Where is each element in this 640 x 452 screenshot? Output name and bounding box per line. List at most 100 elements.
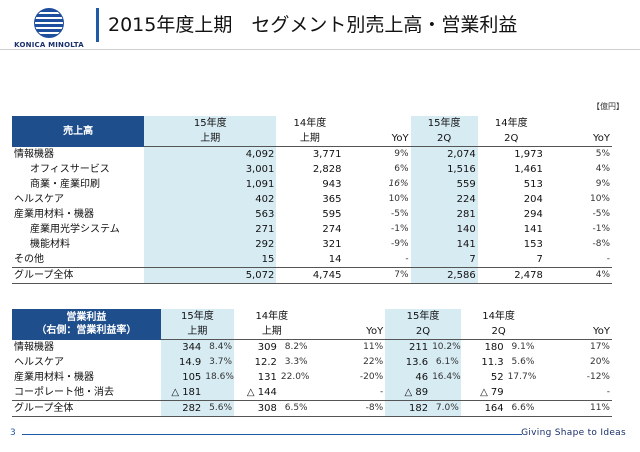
value-cell: 14.9 bbox=[160, 355, 204, 370]
yoy-cell: 4% bbox=[595, 164, 610, 174]
title-accent-bar bbox=[96, 8, 99, 42]
value-cell: 141 bbox=[410, 237, 478, 252]
value-cell: 211 bbox=[385, 339, 431, 355]
value-cell: 3,001 bbox=[144, 162, 277, 177]
yoy-cell: 4% bbox=[544, 267, 612, 284]
table-row: ヘルスケア 402 365 10% 224 204 10% bbox=[12, 192, 612, 207]
value-cell: 1,091 bbox=[144, 177, 277, 192]
unit-label: 【億円】 bbox=[592, 102, 624, 111]
col-header: YoY bbox=[343, 131, 411, 147]
yoy-cell: -20% bbox=[359, 372, 384, 382]
row-label: 産業用材料・機器 bbox=[14, 209, 94, 220]
yoy-cell: - bbox=[405, 254, 409, 264]
col-header: 14年度 bbox=[293, 118, 327, 129]
page-number: 3 bbox=[10, 428, 16, 438]
yoy-cell: -5% bbox=[391, 209, 409, 219]
row-label: 産業用光学システム bbox=[30, 224, 120, 235]
row-label: オフィスサービス bbox=[30, 164, 110, 175]
yoy-cell: 16% bbox=[388, 179, 409, 189]
value-cell: 308 bbox=[234, 400, 279, 417]
value-cell: 365 bbox=[322, 194, 342, 205]
col-header: YoY bbox=[536, 324, 612, 340]
value-cell: 943 bbox=[322, 179, 342, 190]
value-cell: 2,478 bbox=[477, 267, 545, 284]
value-cell: 7 bbox=[410, 252, 478, 268]
margin-cell: 5.6% bbox=[511, 357, 535, 367]
col-header: 2Q bbox=[410, 131, 478, 147]
value-cell: 1,516 bbox=[410, 162, 478, 177]
col-header: 上期 bbox=[160, 324, 235, 340]
value-cell: 595 bbox=[322, 209, 342, 220]
table-row: 情報機器 4,092 3,771 9% 2,074 1,973 5% bbox=[12, 146, 612, 162]
row-label: グループ全体 bbox=[12, 400, 161, 417]
yoy-cell: - bbox=[606, 254, 610, 264]
yoy-cell: - bbox=[379, 387, 384, 397]
value-cell: 563 bbox=[144, 207, 277, 222]
value-cell: 1,461 bbox=[514, 164, 543, 175]
row-label: グループ全体 bbox=[12, 267, 145, 284]
col-header: 15年度 bbox=[410, 116, 478, 131]
col-header: 15年度 bbox=[160, 309, 235, 324]
margin-cell: 9.1% bbox=[511, 342, 535, 352]
table-row: ヘルスケア 14.9 3.7% 12.2 3.3% 22% 13.6 6.1% 11.3 5.6%… bbox=[12, 355, 612, 370]
yoy-cell: 10% bbox=[388, 194, 409, 204]
margin-cell: 16.4% bbox=[430, 370, 461, 385]
row-label: 産業用材料・機器 bbox=[14, 372, 94, 383]
yoy-cell: -8% bbox=[592, 239, 610, 249]
margin-cell: 6.1% bbox=[430, 355, 461, 370]
margin-cell: 3.3% bbox=[284, 357, 308, 367]
margin-cell bbox=[203, 385, 235, 401]
col-header: 14年度 bbox=[255, 311, 289, 322]
row-label: 情報機器 bbox=[14, 148, 54, 160]
value-cell: 2,586 bbox=[410, 267, 478, 284]
margin-cell bbox=[279, 385, 310, 401]
yoy-cell: 7% bbox=[343, 267, 411, 284]
value-cell: 5,072 bbox=[144, 267, 277, 284]
value-cell: 292 bbox=[144, 237, 277, 252]
value-cell: 271 bbox=[144, 222, 277, 237]
value-cell: 4,745 bbox=[276, 267, 344, 284]
yoy-cell: 10% bbox=[589, 194, 610, 204]
yoy-cell: -5% bbox=[592, 209, 610, 219]
value-cell: 15 bbox=[144, 252, 277, 268]
value-cell: 321 bbox=[322, 239, 342, 250]
table-row: その他 15 14-7 7- bbox=[12, 252, 612, 268]
value-cell: 105 bbox=[160, 370, 204, 385]
title-divider bbox=[0, 49, 640, 50]
sales-header-row-2: 上期 上期 YoY 2Q 2Q YoY bbox=[12, 131, 612, 147]
yoy-cell: 11% bbox=[536, 400, 612, 417]
value-cell: 2,828 bbox=[312, 164, 342, 175]
value-cell: 559 bbox=[410, 177, 478, 192]
value-cell: 204 bbox=[523, 194, 543, 205]
yoy-cell: -12% bbox=[586, 372, 610, 382]
value-cell: △ 144 bbox=[246, 387, 277, 398]
table-row: 産業用材料・機器 105 18.6% 131 22.0% -20% 46 16.4% 52 17.… bbox=[12, 370, 612, 385]
value-cell: 46 bbox=[385, 370, 431, 385]
profit-label-line2: （右側：営業利益率） bbox=[36, 325, 137, 337]
col-header bbox=[343, 116, 410, 131]
table-row: 機能材料 292 321 -9% 141 153 -8% bbox=[12, 237, 612, 252]
table-row: 産業用材料・機器 563 595 -5% 281 294 -5% bbox=[12, 207, 612, 222]
yoy-cell: 5% bbox=[595, 149, 610, 159]
row-label: ヘルスケア bbox=[14, 194, 64, 205]
yoy-cell: -8% bbox=[309, 400, 386, 417]
value-cell: 282 bbox=[160, 400, 204, 417]
row-label: 情報機器 bbox=[14, 341, 54, 353]
sales-section-label: 売上高 bbox=[12, 116, 145, 147]
sales-table: 売上高 15年度 14年度 15年度 14年度 上期 上期 YoY 2Q 2Q … bbox=[12, 116, 612, 284]
table-row: 情報機器 344 8.4% 309 8.2% 11% 211 10.2% 180 9.1% 17% bbox=[12, 339, 612, 355]
value-cell: 3,771 bbox=[312, 149, 342, 160]
row-label: 機能材料 bbox=[30, 239, 70, 250]
col-header: 上期 bbox=[276, 131, 344, 147]
value-cell: 180 bbox=[484, 342, 504, 353]
company-logo: KONICA MINOLTA bbox=[14, 8, 84, 49]
table-row: オフィスサービス 3,001 2,828 6% 1,516 1,461 4% bbox=[12, 162, 612, 177]
row-label: その他 bbox=[14, 254, 44, 265]
margin-cell: 18.6% bbox=[203, 370, 235, 385]
value-cell: △ 89 bbox=[385, 385, 431, 401]
sales-total-row: グループ全体 5,072 4,745 7% 2,586 2,478 4% bbox=[12, 267, 612, 284]
col-header bbox=[545, 116, 612, 131]
col-header: 15年度 bbox=[144, 116, 277, 131]
row-label: 商業・産業印刷 bbox=[30, 179, 100, 190]
globe-logo-icon bbox=[34, 8, 64, 38]
